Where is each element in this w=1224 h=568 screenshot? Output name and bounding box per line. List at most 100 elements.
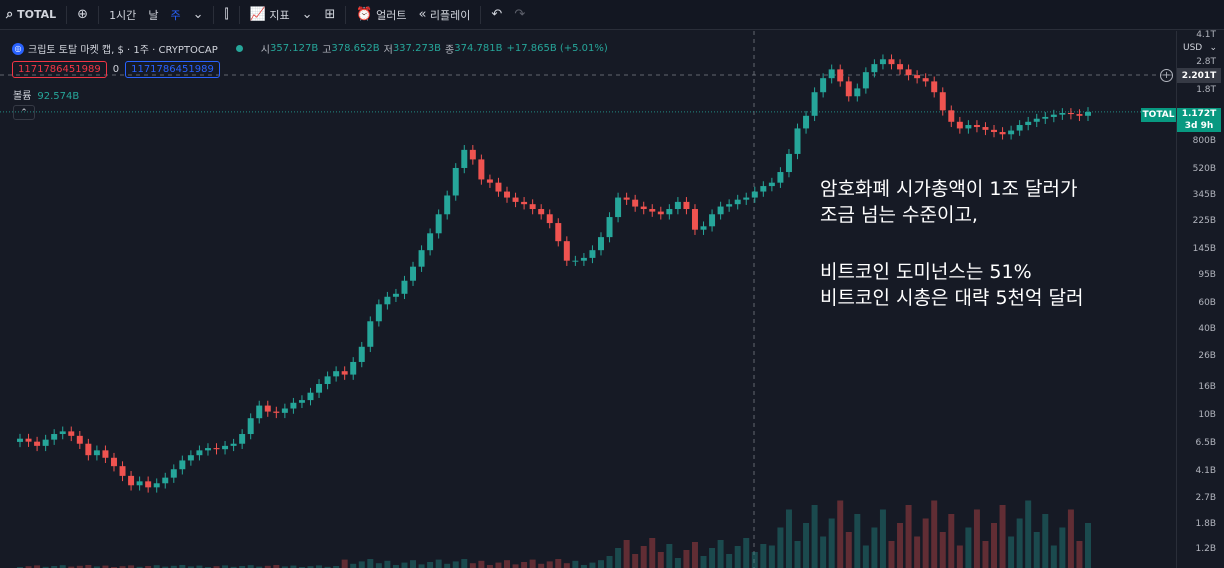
candle-body — [153, 483, 160, 488]
volume-bar — [452, 561, 459, 568]
buy-button[interactable]: 1171786451989 — [125, 61, 220, 78]
candle-body — [555, 223, 562, 242]
volume-bar — [1059, 527, 1066, 568]
volume-bar — [341, 559, 348, 568]
undo-button[interactable]: ↶ — [485, 0, 508, 30]
templates-button[interactable]: ⊞ — [318, 0, 341, 30]
volume-bar — [85, 565, 92, 568]
compare-button[interactable]: ⊕ — [71, 0, 94, 30]
change-value: +17.865B (+5.01%) — [506, 43, 608, 54]
annotation-line: 조금 넘는 수준이고, — [820, 204, 978, 226]
alarm-icon: ⏰ — [356, 7, 373, 22]
indicators-dropdown[interactable]: ⌄ — [296, 0, 319, 30]
rewind-icon: « — [418, 7, 427, 22]
crosshair-price-tag: 2.201T — [1177, 68, 1221, 83]
volume-bar — [717, 540, 724, 568]
interval-1h-button[interactable]: 1시간 — [103, 0, 142, 30]
candle-body — [1033, 118, 1040, 122]
candle-body — [316, 384, 323, 393]
volume-bar — [59, 565, 66, 568]
crypto-logo-icon: ◎ — [12, 42, 24, 55]
candle-body — [657, 211, 664, 215]
candle-body — [948, 110, 955, 122]
candle-body — [726, 204, 733, 207]
symbol-title[interactable]: 크립토 토탈 마켓 캡, $ · 1주 · CRYPTOCAP — [28, 45, 218, 56]
axis-tick-label: 1.8T — [1196, 85, 1216, 95]
axis-tick-label: 1.2B — [1195, 544, 1217, 554]
collapse-legend-button[interactable]: ⌃ — [13, 105, 35, 120]
volume-bar — [281, 566, 288, 568]
volume-bar — [820, 536, 827, 568]
volume-bar — [478, 560, 485, 568]
volume-bar — [461, 559, 468, 568]
candle-body — [427, 233, 434, 251]
volume-bar — [1008, 536, 1015, 568]
volume-bar — [375, 563, 382, 568]
volume-bar — [418, 564, 425, 568]
add-alert-plus-icon[interactable]: + — [1160, 69, 1173, 82]
candle-body — [128, 475, 135, 486]
volume-bar — [187, 566, 194, 568]
volume-bar — [691, 542, 698, 568]
volume-bar — [888, 541, 895, 568]
redo-button[interactable]: ↷ — [508, 0, 531, 30]
candle-body — [982, 127, 989, 130]
candle-body — [341, 371, 348, 375]
candle-body — [85, 443, 92, 456]
candle-body — [615, 197, 622, 218]
price-chart[interactable] — [0, 31, 1176, 568]
candle-body — [1008, 130, 1015, 135]
volume-bar — [273, 565, 280, 568]
candle-body — [76, 435, 83, 444]
alert-button[interactable]: ⏰ 얼러트 — [350, 0, 412, 30]
candle-body — [392, 293, 399, 297]
volume-bar — [435, 559, 442, 568]
candle-body — [871, 64, 878, 73]
volume-bar — [136, 566, 143, 568]
sell-button[interactable]: 1171786451989 — [12, 61, 107, 78]
volume-bar — [239, 566, 246, 568]
candle-body — [333, 371, 340, 377]
currency-select[interactable]: USD ⌄ — [1180, 40, 1220, 55]
interval-dropdown[interactable]: ⌄ — [187, 0, 210, 30]
divider — [480, 5, 482, 24]
candle-body — [606, 217, 613, 238]
candle-body — [965, 125, 972, 129]
volume-bar — [162, 566, 169, 568]
replay-button[interactable]: « 리플레이 — [412, 0, 476, 30]
volume-bar — [580, 565, 587, 568]
volume-bar — [350, 563, 357, 568]
candle-body — [991, 129, 998, 133]
candle-body — [589, 250, 596, 258]
candle-body — [777, 172, 784, 183]
search-icon: ⌕ — [6, 7, 14, 22]
candle-body — [213, 448, 220, 450]
volume-bar — [213, 566, 220, 568]
candle-body — [401, 280, 408, 294]
volume-bar — [179, 565, 186, 568]
volume-bar — [1025, 500, 1032, 568]
candle-body — [794, 128, 801, 154]
interval-day-button[interactable]: 날 — [142, 0, 164, 30]
candle-body — [410, 266, 417, 281]
volume-bar — [700, 556, 707, 568]
candle-body — [803, 115, 810, 129]
chart-type-button[interactable]: ⫿ — [218, 0, 234, 30]
candle-body — [632, 199, 639, 207]
candle-body — [922, 78, 929, 82]
axis-tick-label: 26B — [1198, 351, 1216, 361]
candle-body — [1025, 121, 1032, 126]
volume-bar — [589, 562, 596, 568]
candle-body — [256, 405, 263, 419]
candle-body — [358, 346, 365, 362]
indicators-button[interactable]: 📈 지표 — [244, 0, 296, 30]
high-key: 고 — [322, 45, 332, 56]
volume-bar — [444, 563, 451, 568]
period-week-label: 주 — [170, 8, 181, 22]
symbol-search-button[interactable]: ⌕ TOTAL — [0, 0, 62, 30]
candle-body — [230, 443, 237, 446]
volume-bar — [666, 544, 673, 568]
last-price-value: 1.172T — [1181, 109, 1217, 119]
interval-week-button[interactable]: 주 — [164, 0, 186, 30]
candle-body — [649, 209, 656, 212]
